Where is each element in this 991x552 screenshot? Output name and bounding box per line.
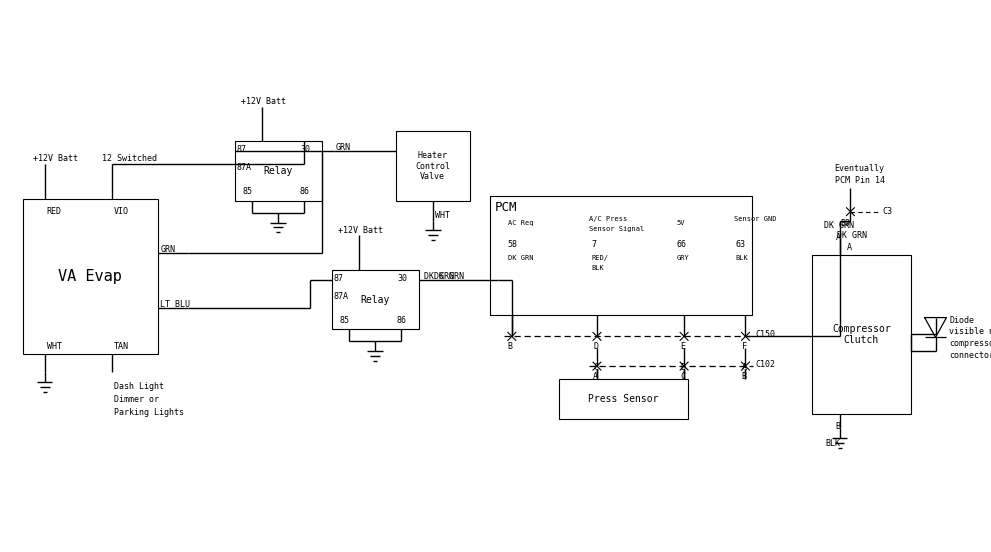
- Text: GRY: GRY: [676, 255, 689, 261]
- Text: C150: C150: [755, 331, 775, 339]
- Text: DK GRN: DK GRN: [424, 272, 454, 281]
- Text: Sensor GND: Sensor GND: [733, 216, 776, 221]
- Text: A/C Press: A/C Press: [589, 216, 627, 221]
- Text: 63: 63: [735, 240, 745, 250]
- Text: +12V Batt: +12V Batt: [338, 226, 383, 235]
- Text: B9: B9: [840, 219, 850, 227]
- Bar: [812, 255, 911, 413]
- Text: VIO: VIO: [114, 206, 129, 216]
- Text: 85: 85: [243, 187, 253, 196]
- Text: C: C: [680, 372, 685, 381]
- Text: Relay: Relay: [264, 166, 293, 176]
- Text: Heater
Control
Valve: Heater Control Valve: [415, 151, 450, 181]
- Text: 12 Switched: 12 Switched: [102, 154, 157, 163]
- Text: 87: 87: [237, 145, 247, 155]
- Text: E: E: [680, 342, 685, 351]
- Text: GRN: GRN: [336, 144, 351, 152]
- Text: 7: 7: [591, 240, 596, 250]
- Text: 5V: 5V: [676, 220, 685, 226]
- Text: Relay: Relay: [361, 295, 389, 305]
- Text: +12V Batt: +12V Batt: [33, 154, 77, 163]
- Text: 66: 66: [676, 240, 686, 250]
- Bar: [491, 196, 752, 315]
- Text: GRN: GRN: [161, 245, 175, 254]
- Text: A: A: [846, 243, 851, 252]
- Text: PCM Pin 14: PCM Pin 14: [834, 176, 885, 185]
- Bar: [23, 199, 159, 354]
- Text: C102: C102: [755, 360, 775, 369]
- Text: A: A: [835, 233, 840, 242]
- Text: DK GRN: DK GRN: [836, 231, 866, 241]
- Text: C: C: [593, 363, 598, 372]
- Bar: [235, 141, 322, 201]
- Text: +12V Batt: +12V Batt: [241, 97, 285, 106]
- Text: 86: 86: [397, 316, 407, 325]
- Text: 30: 30: [397, 274, 407, 283]
- Bar: [396, 131, 471, 201]
- Text: Sensor Signal: Sensor Signal: [589, 226, 644, 231]
- Text: DK GRN: DK GRN: [824, 221, 853, 230]
- Text: PCM: PCM: [496, 201, 517, 214]
- Text: B: B: [741, 372, 746, 381]
- Text: C3: C3: [882, 206, 892, 216]
- Text: visible near: visible near: [949, 327, 991, 337]
- Text: F: F: [741, 342, 746, 351]
- Text: BLK: BLK: [591, 265, 604, 271]
- Text: Diode: Diode: [949, 316, 974, 325]
- Bar: [559, 379, 688, 418]
- Text: WHT: WHT: [47, 342, 61, 351]
- Text: Compressor
Clutch: Compressor Clutch: [831, 323, 891, 345]
- Text: 85: 85: [340, 316, 350, 325]
- Text: 87: 87: [334, 274, 344, 283]
- Text: 86: 86: [300, 187, 310, 196]
- Text: B: B: [680, 363, 685, 372]
- Text: connector: connector: [949, 351, 991, 360]
- Text: TAN: TAN: [114, 342, 129, 351]
- Text: Parking Lights: Parking Lights: [114, 408, 184, 417]
- Text: B: B: [835, 422, 840, 431]
- Text: B: B: [507, 342, 513, 351]
- Text: 87A: 87A: [237, 163, 252, 172]
- Text: DK GRN: DK GRN: [507, 255, 533, 261]
- Bar: [332, 270, 419, 330]
- Text: VA Evap: VA Evap: [58, 268, 122, 284]
- Text: Dimmer or: Dimmer or: [114, 395, 159, 404]
- Text: 58: 58: [507, 240, 518, 250]
- Text: AC Req: AC Req: [507, 220, 533, 226]
- Text: RED: RED: [47, 206, 61, 216]
- Text: 30: 30: [300, 145, 310, 155]
- Text: WHT: WHT: [435, 211, 450, 220]
- Text: 87A: 87A: [334, 292, 349, 301]
- Text: LT BLU: LT BLU: [161, 300, 190, 309]
- Text: BLK: BLK: [826, 439, 840, 448]
- Text: D: D: [593, 342, 598, 351]
- Text: DK GRN: DK GRN: [434, 272, 464, 281]
- Text: Dash Light: Dash Light: [114, 382, 164, 391]
- Text: A: A: [741, 363, 746, 372]
- Text: A: A: [593, 372, 598, 381]
- Text: BLK: BLK: [735, 255, 748, 261]
- Text: Eventually: Eventually: [834, 164, 885, 173]
- Text: Press Sensor: Press Sensor: [589, 394, 659, 404]
- Text: RED/: RED/: [591, 255, 608, 261]
- Text: compressor: compressor: [949, 339, 991, 348]
